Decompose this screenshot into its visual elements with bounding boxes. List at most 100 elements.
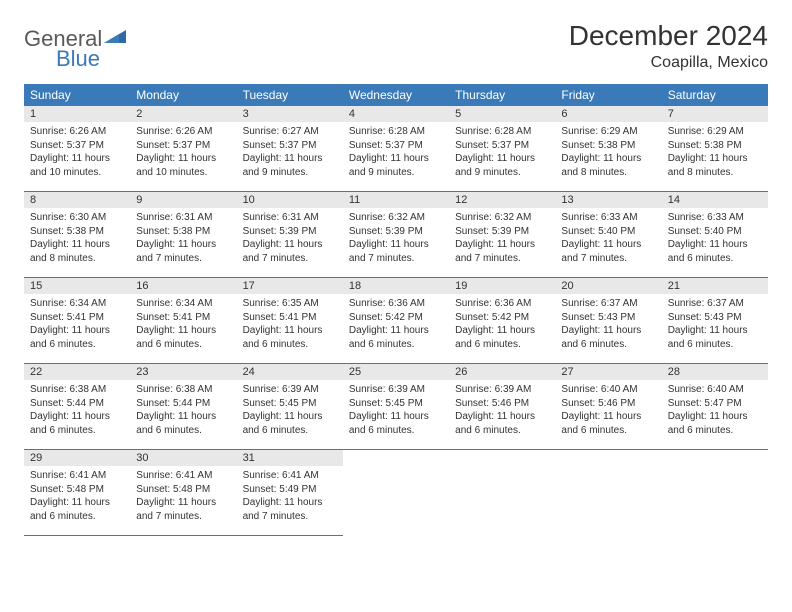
calendar-day-cell: 26Sunrise: 6:39 AMSunset: 5:46 PMDayligh… bbox=[449, 364, 555, 450]
calendar-day-cell: 30Sunrise: 6:41 AMSunset: 5:48 PMDayligh… bbox=[130, 450, 236, 536]
daylight-line: Daylight: 11 hours and 6 minutes. bbox=[349, 324, 443, 351]
sunset-line: Sunset: 5:40 PM bbox=[668, 225, 762, 239]
daylight-line: Daylight: 11 hours and 8 minutes. bbox=[668, 152, 762, 179]
day-details: Sunrise: 6:32 AMSunset: 5:39 PMDaylight:… bbox=[449, 208, 555, 270]
sunrise-line: Sunrise: 6:36 AM bbox=[349, 297, 443, 311]
calendar-day-cell: 27Sunrise: 6:40 AMSunset: 5:46 PMDayligh… bbox=[555, 364, 661, 450]
daylight-line: Daylight: 11 hours and 7 minutes. bbox=[455, 238, 549, 265]
calendar-day-cell: 22Sunrise: 6:38 AMSunset: 5:44 PMDayligh… bbox=[24, 364, 130, 450]
weekday-header: Wednesday bbox=[343, 84, 449, 106]
daylight-line: Daylight: 11 hours and 10 minutes. bbox=[136, 152, 230, 179]
calendar-day-cell: 19Sunrise: 6:36 AMSunset: 5:42 PMDayligh… bbox=[449, 278, 555, 364]
daylight-line: Daylight: 11 hours and 7 minutes. bbox=[136, 496, 230, 523]
day-number: 11 bbox=[343, 192, 449, 208]
sunrise-line: Sunrise: 6:39 AM bbox=[349, 383, 443, 397]
day-details: Sunrise: 6:37 AMSunset: 5:43 PMDaylight:… bbox=[555, 294, 661, 356]
calendar-day-cell: 8Sunrise: 6:30 AMSunset: 5:38 PMDaylight… bbox=[24, 192, 130, 278]
day-details: Sunrise: 6:41 AMSunset: 5:48 PMDaylight:… bbox=[130, 466, 236, 528]
sunset-line: Sunset: 5:48 PM bbox=[136, 483, 230, 497]
weekday-header: Friday bbox=[555, 84, 661, 106]
day-number: 6 bbox=[555, 106, 661, 122]
day-number: 9 bbox=[130, 192, 236, 208]
sunset-line: Sunset: 5:37 PM bbox=[136, 139, 230, 153]
sunset-line: Sunset: 5:40 PM bbox=[561, 225, 655, 239]
calendar-day-cell: 11Sunrise: 6:32 AMSunset: 5:39 PMDayligh… bbox=[343, 192, 449, 278]
sunrise-line: Sunrise: 6:39 AM bbox=[455, 383, 549, 397]
sunrise-line: Sunrise: 6:34 AM bbox=[136, 297, 230, 311]
day-details: Sunrise: 6:40 AMSunset: 5:46 PMDaylight:… bbox=[555, 380, 661, 442]
day-number: 3 bbox=[237, 106, 343, 122]
sunset-line: Sunset: 5:45 PM bbox=[349, 397, 443, 411]
day-details: Sunrise: 6:34 AMSunset: 5:41 PMDaylight:… bbox=[130, 294, 236, 356]
sunrise-line: Sunrise: 6:40 AM bbox=[668, 383, 762, 397]
day-number: 29 bbox=[24, 450, 130, 466]
day-details: Sunrise: 6:29 AMSunset: 5:38 PMDaylight:… bbox=[555, 122, 661, 184]
weekday-header: Saturday bbox=[662, 84, 768, 106]
calendar-day-cell: 18Sunrise: 6:36 AMSunset: 5:42 PMDayligh… bbox=[343, 278, 449, 364]
day-details: Sunrise: 6:30 AMSunset: 5:38 PMDaylight:… bbox=[24, 208, 130, 270]
day-details: Sunrise: 6:31 AMSunset: 5:38 PMDaylight:… bbox=[130, 208, 236, 270]
sunset-line: Sunset: 5:42 PM bbox=[349, 311, 443, 325]
sunrise-line: Sunrise: 6:32 AM bbox=[349, 211, 443, 225]
sunset-line: Sunset: 5:44 PM bbox=[30, 397, 124, 411]
calendar-day-cell: 31Sunrise: 6:41 AMSunset: 5:49 PMDayligh… bbox=[237, 450, 343, 536]
daylight-line: Daylight: 11 hours and 6 minutes. bbox=[668, 324, 762, 351]
sunrise-line: Sunrise: 6:30 AM bbox=[30, 211, 124, 225]
daylight-line: Daylight: 11 hours and 9 minutes. bbox=[243, 152, 337, 179]
daylight-line: Daylight: 11 hours and 8 minutes. bbox=[561, 152, 655, 179]
sunset-line: Sunset: 5:46 PM bbox=[561, 397, 655, 411]
daylight-line: Daylight: 11 hours and 6 minutes. bbox=[668, 410, 762, 437]
day-details: Sunrise: 6:39 AMSunset: 5:46 PMDaylight:… bbox=[449, 380, 555, 442]
day-details: Sunrise: 6:36 AMSunset: 5:42 PMDaylight:… bbox=[343, 294, 449, 356]
day-number: 7 bbox=[662, 106, 768, 122]
sunrise-line: Sunrise: 6:32 AM bbox=[455, 211, 549, 225]
calendar-day-cell: 9Sunrise: 6:31 AMSunset: 5:38 PMDaylight… bbox=[130, 192, 236, 278]
calendar-day-cell: 6Sunrise: 6:29 AMSunset: 5:38 PMDaylight… bbox=[555, 106, 661, 192]
calendar-day-cell: 28Sunrise: 6:40 AMSunset: 5:47 PMDayligh… bbox=[662, 364, 768, 450]
day-number: 28 bbox=[662, 364, 768, 380]
day-details: Sunrise: 6:40 AMSunset: 5:47 PMDaylight:… bbox=[662, 380, 768, 442]
brand-word-2: Blue bbox=[56, 46, 100, 72]
day-number: 18 bbox=[343, 278, 449, 294]
calendar-empty-cell bbox=[555, 450, 661, 536]
day-number: 30 bbox=[130, 450, 236, 466]
calendar-day-cell: 15Sunrise: 6:34 AMSunset: 5:41 PMDayligh… bbox=[24, 278, 130, 364]
weekday-header: Sunday bbox=[24, 84, 130, 106]
daylight-line: Daylight: 11 hours and 6 minutes. bbox=[30, 324, 124, 351]
sunset-line: Sunset: 5:42 PM bbox=[455, 311, 549, 325]
calendar-empty-cell bbox=[662, 450, 768, 536]
day-number: 8 bbox=[24, 192, 130, 208]
sunset-line: Sunset: 5:37 PM bbox=[30, 139, 124, 153]
day-details: Sunrise: 6:28 AMSunset: 5:37 PMDaylight:… bbox=[449, 122, 555, 184]
daylight-line: Daylight: 11 hours and 6 minutes. bbox=[30, 410, 124, 437]
day-details: Sunrise: 6:36 AMSunset: 5:42 PMDaylight:… bbox=[449, 294, 555, 356]
calendar-day-cell: 2Sunrise: 6:26 AMSunset: 5:37 PMDaylight… bbox=[130, 106, 236, 192]
day-number: 10 bbox=[237, 192, 343, 208]
daylight-line: Daylight: 11 hours and 6 minutes. bbox=[668, 238, 762, 265]
sunset-line: Sunset: 5:45 PM bbox=[243, 397, 337, 411]
sunset-line: Sunset: 5:48 PM bbox=[30, 483, 124, 497]
sunrise-line: Sunrise: 6:26 AM bbox=[136, 125, 230, 139]
day-details: Sunrise: 6:27 AMSunset: 5:37 PMDaylight:… bbox=[237, 122, 343, 184]
calendar-empty-cell bbox=[343, 450, 449, 536]
sunset-line: Sunset: 5:44 PM bbox=[136, 397, 230, 411]
daylight-line: Daylight: 11 hours and 7 minutes. bbox=[561, 238, 655, 265]
sunrise-line: Sunrise: 6:40 AM bbox=[561, 383, 655, 397]
calendar-day-cell: 21Sunrise: 6:37 AMSunset: 5:43 PMDayligh… bbox=[662, 278, 768, 364]
daylight-line: Daylight: 11 hours and 6 minutes. bbox=[30, 496, 124, 523]
day-number: 19 bbox=[449, 278, 555, 294]
sunset-line: Sunset: 5:43 PM bbox=[668, 311, 762, 325]
day-details: Sunrise: 6:26 AMSunset: 5:37 PMDaylight:… bbox=[24, 122, 130, 184]
day-details: Sunrise: 6:29 AMSunset: 5:38 PMDaylight:… bbox=[662, 122, 768, 184]
calendar-day-cell: 5Sunrise: 6:28 AMSunset: 5:37 PMDaylight… bbox=[449, 106, 555, 192]
day-details: Sunrise: 6:35 AMSunset: 5:41 PMDaylight:… bbox=[237, 294, 343, 356]
day-number: 27 bbox=[555, 364, 661, 380]
calendar-day-cell: 29Sunrise: 6:41 AMSunset: 5:48 PMDayligh… bbox=[24, 450, 130, 536]
day-details: Sunrise: 6:34 AMSunset: 5:41 PMDaylight:… bbox=[24, 294, 130, 356]
daylight-line: Daylight: 11 hours and 6 minutes. bbox=[243, 324, 337, 351]
day-number: 26 bbox=[449, 364, 555, 380]
sunset-line: Sunset: 5:39 PM bbox=[243, 225, 337, 239]
sunset-line: Sunset: 5:43 PM bbox=[561, 311, 655, 325]
sunrise-line: Sunrise: 6:29 AM bbox=[668, 125, 762, 139]
sunrise-line: Sunrise: 6:41 AM bbox=[243, 469, 337, 483]
